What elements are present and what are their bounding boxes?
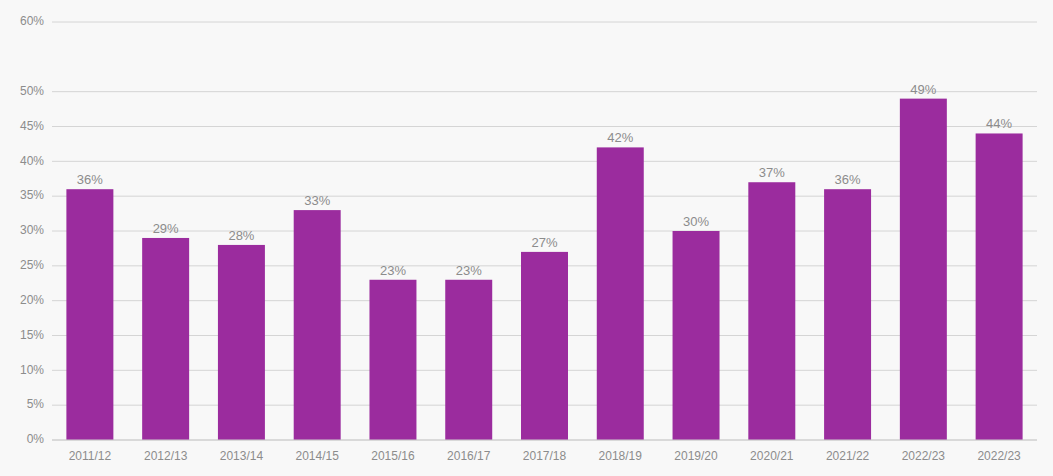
grid-line (52, 231, 1037, 232)
grid-line (52, 22, 1037, 23)
grid (52, 22, 1037, 440)
data-label: 36% (835, 172, 861, 187)
y-tick-label: 25% (20, 258, 44, 272)
x-tick-label: 2021/22 (826, 449, 870, 463)
bar (597, 147, 644, 440)
bar (976, 133, 1023, 440)
data-label: 36% (77, 172, 103, 187)
chart-container: 0% 5% 10% 15% 20% 25% 30% 35% 40% 45% 50% 60% 36% 29%… (0, 0, 1053, 476)
y-tick-label: 35% (20, 188, 44, 202)
data-label: 29% (153, 221, 179, 236)
x-tick-label: 2018/19 (599, 449, 643, 463)
data-label: 30% (683, 214, 709, 229)
background (0, 0, 1053, 476)
x-tick-label: 2015/16 (371, 449, 415, 463)
x-tick-label: 2014/15 (295, 449, 339, 463)
data-label: 49% (910, 82, 936, 97)
y-tick-label: 50% (20, 84, 44, 98)
bar (369, 280, 416, 440)
grid-line (52, 126, 1037, 127)
y-tick-label: 15% (20, 328, 44, 342)
y-tick-label: 60% (20, 14, 44, 28)
y-tick-label: 40% (20, 154, 44, 168)
data-label: 44% (986, 116, 1012, 131)
x-tick-label: 2013/14 (220, 449, 264, 463)
bar (824, 189, 871, 440)
data-label: 28% (228, 228, 254, 243)
y-tick-label: 10% (20, 363, 44, 377)
bar (673, 231, 720, 440)
bar (66, 189, 113, 440)
x-tick-label: 2020/21 (750, 449, 794, 463)
bar (900, 99, 947, 440)
y-tick-label: 30% (20, 223, 44, 237)
x-tick-label: 2016/17 (447, 449, 491, 463)
bar (445, 280, 492, 440)
x-tick-label: 2022/23 (902, 449, 946, 463)
x-axis-line (52, 440, 1037, 441)
bar (294, 210, 341, 440)
grid-line (52, 196, 1037, 197)
data-label: 42% (607, 130, 633, 145)
bar (748, 182, 795, 440)
bar (142, 238, 189, 440)
data-label: 27% (531, 235, 557, 250)
bar (521, 252, 568, 440)
grid-line (52, 161, 1037, 162)
x-tick-label: 2022/23 (977, 449, 1021, 463)
bar (218, 245, 265, 440)
y-tick-label: 20% (20, 293, 44, 307)
grid-line (52, 91, 1037, 92)
y-tick-label: 45% (20, 119, 44, 133)
data-label: 37% (759, 165, 785, 180)
y-tick-label: 5% (27, 397, 45, 411)
data-label: 33% (304, 193, 330, 208)
x-tick-label: 2019/20 (674, 449, 718, 463)
data-label: 23% (456, 263, 482, 278)
chart: 0% 5% 10% 15% 20% 25% 30% 35% 40% 45% 50% 60% 36% 29%… (0, 0, 1053, 476)
grid-line (52, 440, 1037, 441)
x-tick-label: 2012/13 (144, 449, 188, 463)
x-tick-label: 2011/12 (69, 449, 112, 463)
x-tick-label: 2017/18 (523, 449, 567, 463)
data-label: 23% (380, 263, 406, 278)
y-tick-label: 0% (27, 432, 45, 446)
bars (66, 99, 1022, 440)
